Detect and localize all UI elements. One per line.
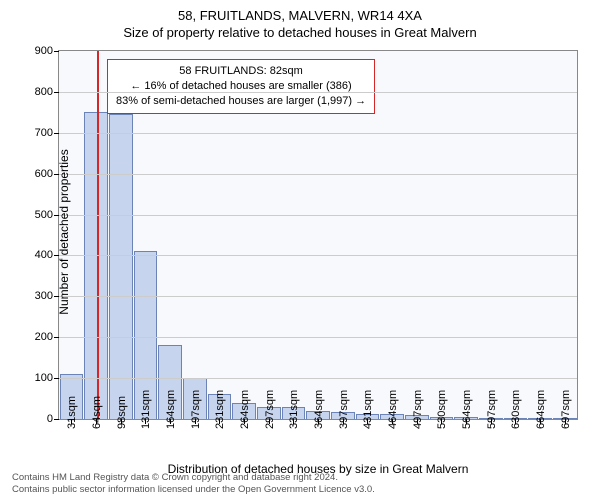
- footer-line-2: Contains public sector information licen…: [12, 484, 375, 496]
- x-tick-label: 64sqm: [91, 396, 103, 429]
- gridline: [59, 174, 577, 175]
- annotation-line: 58 FRUITLANDS: 82sqm: [116, 64, 366, 79]
- page-title: 58, FRUITLANDS, MALVERN, WR14 4XA: [0, 0, 600, 23]
- chart-area: 58 FRUITLANDS: 82sqm← 16% of detached ho…: [58, 50, 578, 420]
- page-subtitle: Size of property relative to detached ho…: [0, 23, 600, 40]
- y-tick-label: 900: [35, 45, 59, 57]
- bar: [109, 114, 133, 419]
- annotation-box: 58 FRUITLANDS: 82sqm← 16% of detached ho…: [107, 59, 375, 114]
- gridline: [59, 337, 577, 338]
- x-tick-label: 231sqm: [214, 390, 226, 429]
- marker-line: [97, 51, 99, 419]
- gridline: [59, 215, 577, 216]
- plot-area: 58 FRUITLANDS: 82sqm← 16% of detached ho…: [58, 50, 578, 420]
- footer: Contains HM Land Registry data © Crown c…: [12, 472, 375, 496]
- gridline: [59, 296, 577, 297]
- x-tick-label: 697sqm: [560, 390, 572, 429]
- y-tick-label: 500: [35, 209, 59, 221]
- annotation-line: 83% of semi-detached houses are larger (…: [116, 94, 366, 109]
- y-tick-label: 300: [35, 290, 59, 302]
- y-tick-label: 600: [35, 168, 59, 180]
- x-tick-label: 464sqm: [387, 390, 399, 429]
- footer-line-1: Contains HM Land Registry data © Crown c…: [12, 472, 375, 484]
- x-tick-label: 197sqm: [190, 390, 202, 429]
- y-tick-label: 800: [35, 86, 59, 98]
- x-tick-label: 597sqm: [486, 390, 498, 429]
- x-tick-label: 131sqm: [140, 390, 152, 429]
- y-tick-label: 200: [35, 331, 59, 343]
- gridline: [59, 255, 577, 256]
- x-tick-label: 664sqm: [535, 390, 547, 429]
- y-axis-label: Number of detached properties: [57, 102, 71, 362]
- x-tick-label: 397sqm: [338, 390, 350, 429]
- gridline: [59, 92, 577, 93]
- x-tick-label: 98sqm: [116, 396, 128, 429]
- y-tick-label: 400: [35, 249, 59, 261]
- gridline: [59, 133, 577, 134]
- x-tick-label: 497sqm: [412, 390, 424, 429]
- x-tick-label: 431sqm: [362, 390, 374, 429]
- x-tick-label: 364sqm: [313, 390, 325, 429]
- x-tick-label: 297sqm: [264, 390, 276, 429]
- y-tick-label: 100: [35, 372, 59, 384]
- x-tick-label: 630sqm: [510, 390, 522, 429]
- x-tick-label: 264sqm: [239, 390, 251, 429]
- gridline: [59, 378, 577, 379]
- y-tick-label: 0: [47, 413, 59, 425]
- x-tick-label: 164sqm: [165, 390, 177, 429]
- bar: [84, 112, 108, 419]
- y-tick-label: 700: [35, 127, 59, 139]
- x-tick-label: 564sqm: [461, 390, 473, 429]
- x-tick-label: 530sqm: [436, 390, 448, 429]
- x-tick-label: 31sqm: [66, 396, 78, 429]
- x-tick-label: 331sqm: [288, 390, 300, 429]
